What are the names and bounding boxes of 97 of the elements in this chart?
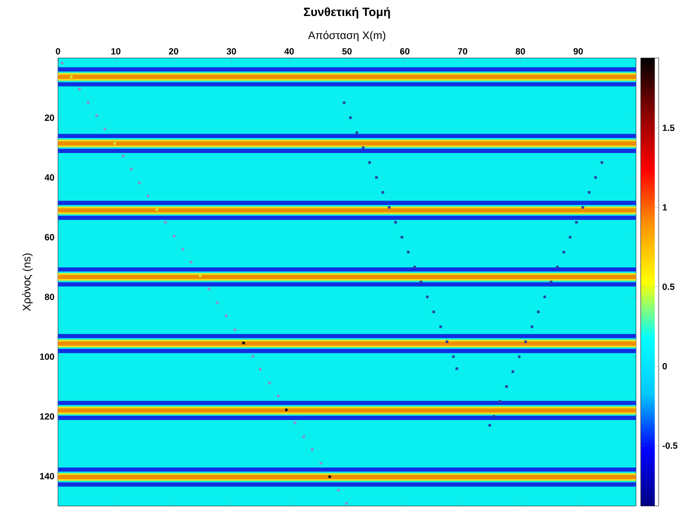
y-tick-label: 80 — [44, 294, 54, 300]
point — [328, 475, 331, 478]
point — [138, 182, 141, 184]
point — [530, 326, 534, 328]
point — [60, 62, 64, 64]
point — [78, 88, 81, 90]
y-axis-title: Χρόνος (ns) — [22, 253, 33, 311]
point — [550, 280, 552, 284]
y-tick-label: 40 — [44, 174, 54, 181]
point — [234, 328, 236, 332]
point — [113, 142, 116, 145]
point — [95, 114, 98, 117]
point — [86, 101, 90, 104]
point — [452, 355, 455, 358]
point — [130, 168, 133, 170]
point — [512, 370, 514, 373]
color-bar-label: 1 — [662, 204, 667, 210]
y-tick-label: 20 — [44, 114, 54, 121]
chart-title: Συνθετική Τομή — [304, 7, 390, 18]
point — [426, 296, 429, 298]
point — [268, 382, 271, 384]
point — [302, 435, 305, 438]
point — [259, 368, 262, 371]
x-tick-label: 20 — [168, 48, 178, 54]
point — [356, 131, 358, 134]
point — [368, 161, 371, 164]
x-tick-label: 40 — [284, 48, 294, 54]
point — [413, 266, 416, 268]
point — [394, 220, 397, 224]
x-tick-label: 90 — [574, 48, 583, 54]
point — [543, 296, 546, 298]
point — [588, 191, 590, 194]
point — [406, 250, 410, 254]
point — [382, 191, 384, 194]
point — [492, 415, 496, 418]
point — [276, 394, 280, 398]
point — [172, 235, 176, 238]
x-tick-label: 50 — [342, 48, 352, 54]
point — [518, 355, 521, 358]
point — [600, 161, 604, 164]
point — [345, 502, 348, 505]
x-tick-label: 70 — [458, 48, 468, 54]
point — [420, 280, 422, 284]
point — [208, 288, 210, 290]
color-bar-label: 0.5 — [662, 284, 674, 290]
point — [524, 340, 527, 344]
point — [388, 206, 390, 209]
color-bar-label: -0.5 — [662, 442, 678, 449]
x-axis-title: Απόσταση X(m) — [308, 30, 386, 42]
point — [439, 326, 442, 328]
point — [320, 462, 322, 465]
point — [575, 220, 578, 224]
point — [498, 400, 502, 403]
point — [182, 248, 184, 251]
x-tick-label: 0 — [56, 48, 60, 54]
point — [562, 250, 566, 254]
point — [362, 146, 364, 149]
point — [556, 266, 559, 268]
x-tick-label: 30 — [226, 48, 236, 54]
color-bar-label: 1.5 — [662, 124, 674, 132]
point — [242, 342, 245, 344]
point — [198, 274, 202, 278]
point — [432, 310, 436, 314]
point — [311, 448, 314, 451]
point — [400, 236, 404, 238]
y-tick-label: 60 — [44, 234, 54, 240]
y-tick-label: 140 — [40, 472, 54, 480]
x-tick-label: 60 — [400, 48, 410, 54]
point — [104, 128, 106, 130]
point — [122, 154, 125, 158]
x-tick-label: 10 — [111, 48, 120, 54]
color-bar-label: 0 — [662, 363, 667, 370]
point — [156, 208, 158, 212]
point — [537, 310, 540, 314]
point — [505, 385, 508, 388]
point — [342, 102, 346, 104]
point — [594, 176, 597, 179]
point — [224, 314, 228, 318]
point — [375, 176, 378, 179]
point — [294, 421, 296, 424]
point — [349, 116, 352, 120]
point — [337, 488, 340, 492]
point — [70, 76, 73, 78]
point — [216, 301, 219, 304]
y-tick-label: 120 — [40, 413, 54, 420]
y-tick-label: 100 — [40, 353, 54, 360]
point — [146, 194, 150, 198]
point — [456, 367, 458, 370]
point — [164, 220, 167, 224]
point — [582, 206, 584, 209]
point — [488, 424, 492, 427]
point — [285, 408, 288, 412]
point — [446, 340, 448, 344]
point — [190, 260, 192, 264]
point — [568, 236, 572, 238]
point — [251, 355, 254, 358]
x-tick-label: 80 — [516, 48, 526, 54]
